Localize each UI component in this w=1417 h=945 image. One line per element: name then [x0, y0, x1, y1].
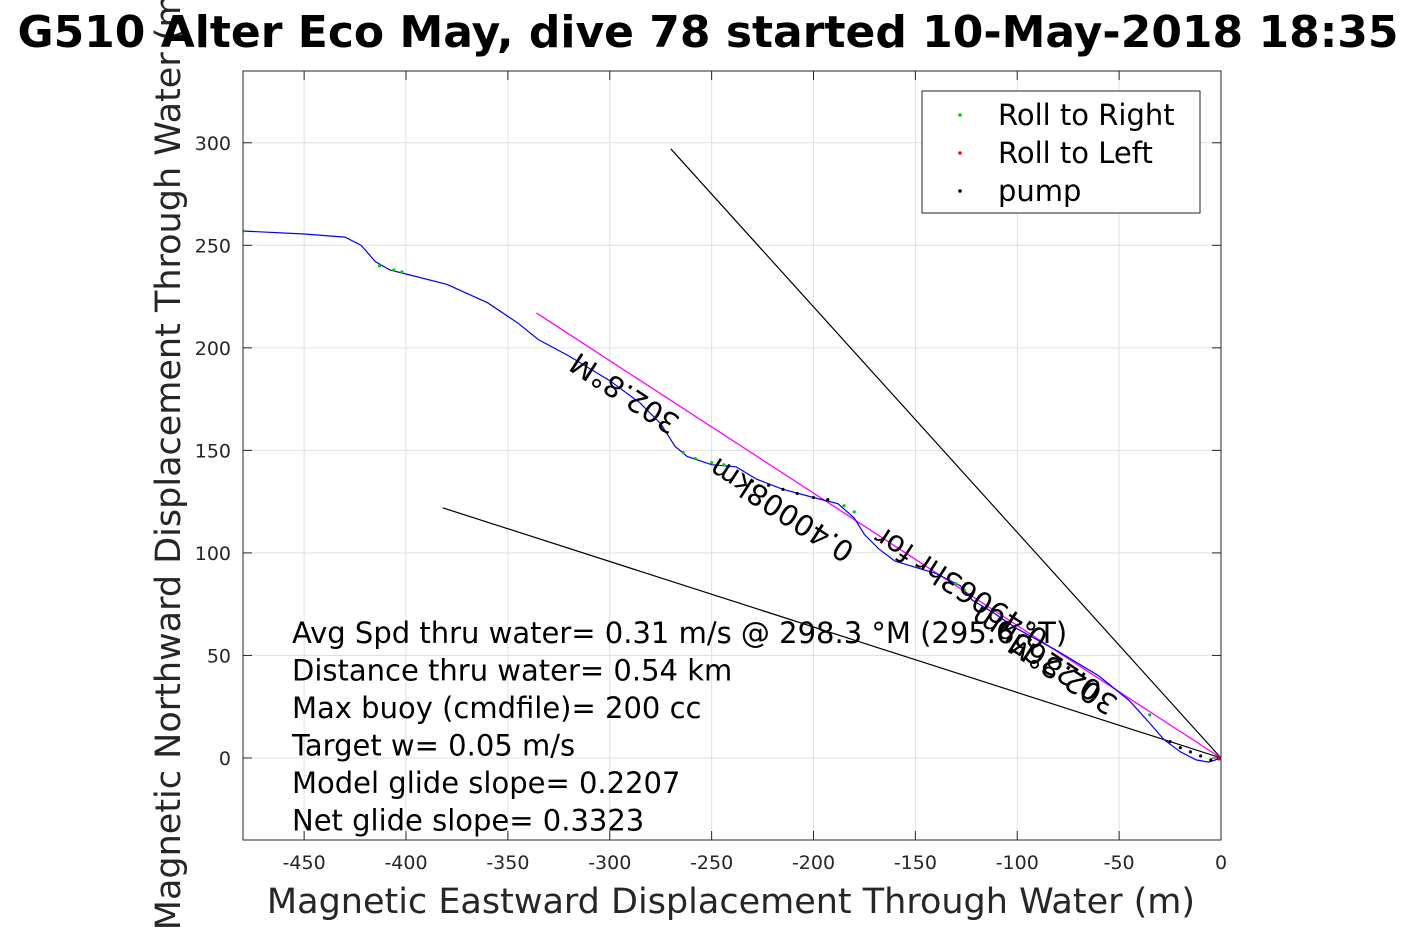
marker-point	[1178, 746, 1182, 750]
annotation-line: Distance thru water= 0.54 km	[292, 654, 732, 688]
x-tick-label: -450	[283, 852, 326, 874]
marker-point	[852, 510, 856, 514]
y-tick-label: 250	[195, 235, 231, 257]
marker-group	[243, 229, 1221, 762]
marker-point	[377, 264, 382, 268]
marker-point	[1188, 750, 1193, 754]
annotation-line: Avg Spd thru water= 0.31 m/s @ 298.3 °M …	[292, 616, 1067, 650]
x-tick-label: -100	[996, 852, 1039, 874]
legend-entry: pump	[998, 174, 1081, 208]
annotation-line: Model glide slope= 0.2207	[292, 766, 680, 800]
legend-box	[921, 90, 1201, 214]
marker-point	[767, 483, 771, 487]
annotation-line: Net glide slope= 0.3323	[292, 804, 644, 838]
x-tick-label: -350	[486, 852, 529, 874]
y-tick-label: 100	[195, 543, 231, 565]
x-tick-label: -200	[792, 852, 835, 874]
x-tick-label: -150	[894, 852, 937, 874]
guide-line	[670, 148, 1221, 759]
chart-title: G510 Alter Eco May, dive 78 started 10-M…	[17, 7, 1398, 58]
marker-point	[750, 479, 754, 483]
marker-point	[1148, 713, 1152, 717]
marker-point	[811, 495, 816, 500]
marker-point	[392, 268, 396, 272]
marker-point	[962, 588, 966, 592]
marker-point	[954, 582, 958, 586]
annotation-line: Max buoy (cmdfile)= 200 cc	[292, 691, 701, 725]
guide-line	[442, 507, 1221, 759]
marker-point	[1209, 758, 1213, 762]
fit-line	[536, 312, 1221, 759]
legend-marker	[958, 113, 962, 117]
y-axis-label: Magnetic Northward Displacement Through …	[149, 0, 189, 930]
x-tick-label: -400	[384, 852, 427, 874]
y-tick-label: 150	[195, 440, 231, 462]
legend-entry: Roll to Right	[998, 98, 1175, 132]
annotation-line: Target w= 0.05 m/s	[291, 729, 575, 763]
marker-point	[1168, 739, 1172, 744]
axes-box	[242, 70, 1222, 841]
x-axis-label: Magnetic Eastward Displacement Through W…	[267, 882, 1195, 922]
x-tick-label: -50	[1104, 852, 1135, 874]
marker-point	[722, 463, 726, 467]
marker-point	[693, 456, 697, 461]
marker-point	[1199, 754, 1203, 758]
legend-marker	[958, 151, 962, 155]
y-tick-label: 0	[219, 748, 231, 770]
legend-marker	[958, 189, 962, 193]
guide-lines	[442, 148, 1221, 759]
marker-point	[710, 461, 714, 465]
y-tick-label: 50	[207, 645, 231, 667]
y-tick-label: 300	[195, 133, 231, 155]
annotation-block: Avg Spd thru water= 0.31 m/s @ 298.3 °M …	[291, 616, 1067, 838]
legend-entry: Roll to Left	[998, 136, 1153, 170]
marker-point	[842, 504, 846, 508]
marker-point	[826, 497, 830, 502]
y-tick-label: 200	[195, 338, 231, 360]
marker-point	[781, 487, 785, 491]
x-tick-label: 0	[1215, 852, 1227, 874]
fit-line-group	[536, 312, 1221, 759]
marker-point	[795, 491, 799, 496]
x-tick-label: -250	[690, 852, 733, 874]
marker-point	[681, 450, 685, 455]
x-tick-label: -300	[588, 852, 631, 874]
legend: Roll to Right Roll to Left pump	[921, 90, 1201, 214]
axis-ticks: -450 -400 -350 -300 -250 -200 -150 -100 -50 0 0 50 1…	[195, 71, 1227, 874]
marker-point	[400, 270, 404, 274]
